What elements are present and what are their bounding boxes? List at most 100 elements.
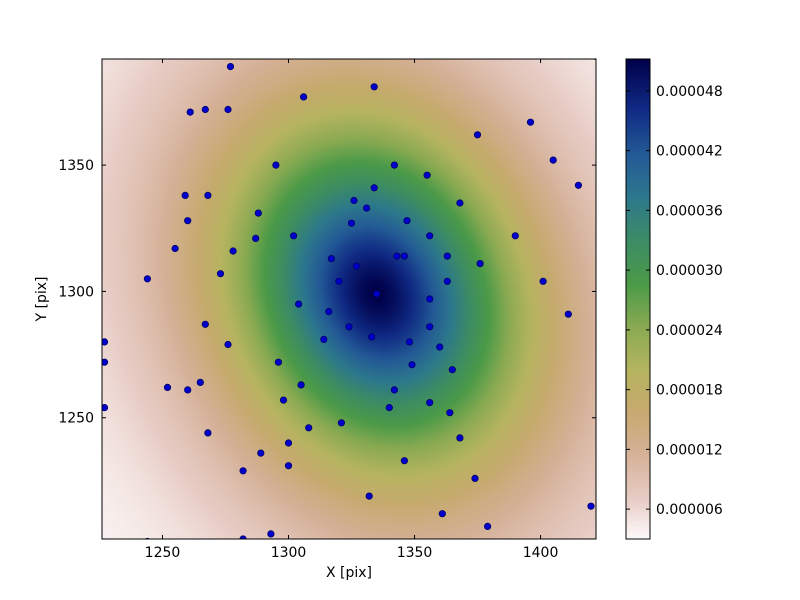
y-tick-label: 1300 <box>58 284 94 300</box>
colorbar-tick-label: 0.000048 <box>656 84 723 100</box>
data-point <box>204 429 212 437</box>
y-tick-label: 1350 <box>58 158 94 174</box>
data-point <box>239 467 247 475</box>
data-point <box>352 262 361 270</box>
data-point <box>426 323 434 331</box>
data-point <box>204 191 212 199</box>
data-point <box>254 209 262 217</box>
colorbar-gradient <box>626 59 650 539</box>
colorbar-tick-label: 0.000030 <box>656 263 723 279</box>
data-point <box>456 199 464 207</box>
data-point <box>224 340 232 349</box>
data-point <box>257 449 265 457</box>
data-point <box>393 252 401 260</box>
data-point <box>102 358 109 366</box>
colorbar-tick-label: 0.000042 <box>656 144 723 160</box>
data-point <box>184 386 192 394</box>
data-point <box>163 383 172 391</box>
data-point <box>284 439 293 447</box>
data-point <box>196 378 204 386</box>
data-point <box>373 290 381 298</box>
data-point <box>473 131 482 139</box>
data-point <box>279 396 288 404</box>
colorbar-tick-label: 0.000012 <box>656 442 723 458</box>
colorbar-tick-label: 0.000024 <box>656 323 723 339</box>
data-point <box>471 474 479 482</box>
data-points <box>102 59 596 539</box>
x-tick-label: 1250 <box>145 545 181 561</box>
data-point <box>201 320 209 328</box>
colorbar-frame <box>625 58 651 540</box>
data-point <box>448 366 456 374</box>
data-point <box>335 277 343 285</box>
data-point <box>539 277 547 285</box>
data-point <box>526 118 535 126</box>
colorbar-tick-label: 0.000018 <box>656 383 723 399</box>
heatmap-field <box>102 59 596 539</box>
data-point <box>272 161 280 169</box>
data-point <box>385 403 393 412</box>
colorbar-tick-label: 0.000006 <box>656 502 723 518</box>
data-point <box>405 338 414 346</box>
data-point <box>443 252 451 260</box>
data-point <box>476 259 484 268</box>
y-axis-ticks: 1250 1300 1350 <box>58 158 596 427</box>
data-point <box>337 419 345 427</box>
data-point <box>305 424 313 432</box>
data-point <box>436 343 444 351</box>
data-point <box>299 93 308 101</box>
data-point <box>216 270 225 278</box>
data-point <box>226 62 235 71</box>
data-point <box>426 398 434 407</box>
data-point <box>443 277 451 285</box>
data-point <box>370 184 378 192</box>
data-point <box>284 462 293 470</box>
data-point <box>587 502 595 510</box>
data-point <box>186 108 194 116</box>
data-point <box>368 333 376 341</box>
x-axis-label: X [pix] <box>326 565 372 581</box>
data-point <box>549 156 557 164</box>
data-point <box>274 358 282 366</box>
colorbar-tick-label: 0.000036 <box>656 203 723 219</box>
data-point <box>181 191 189 199</box>
data-point <box>229 247 237 255</box>
data-point <box>438 510 446 518</box>
data-point <box>171 244 179 253</box>
data-point <box>294 300 303 308</box>
data-point <box>252 234 260 242</box>
data-point <box>350 196 358 205</box>
data-point <box>400 457 408 465</box>
data-point <box>423 171 431 179</box>
data-point <box>400 252 408 260</box>
x-tick-label: 1300 <box>271 545 307 561</box>
data-point <box>102 404 109 412</box>
data-point <box>511 232 519 240</box>
colorbar-ticks: 0.000006 0.000012 0.000018 0.000024 0.000030… <box>626 84 723 518</box>
x-tick-label: 1400 <box>523 545 559 561</box>
data-point <box>403 217 411 225</box>
data-point <box>362 204 371 212</box>
data-point <box>320 335 328 343</box>
y-axis-label: Y [pix] <box>34 277 50 323</box>
data-point <box>327 255 335 263</box>
data-point <box>456 434 464 442</box>
data-point <box>102 338 109 346</box>
data-point <box>426 295 434 303</box>
x-tick-label: 1350 <box>397 545 433 561</box>
data-point <box>426 232 434 240</box>
data-point <box>224 105 232 114</box>
data-point <box>325 307 333 316</box>
data-point <box>483 522 492 531</box>
data-point <box>297 381 305 389</box>
data-point <box>408 361 416 369</box>
data-point <box>184 217 192 225</box>
data-point <box>347 219 356 227</box>
y-tick-label: 1250 <box>58 411 94 427</box>
data-point <box>143 275 151 283</box>
plot-frame <box>101 58 597 540</box>
colorbar: 0.000006 0.000012 0.000018 0.000024 0.000030… <box>625 58 723 540</box>
x-axis-ticks: 1250 1300 1350 1400 <box>145 59 559 561</box>
plot-area: 1250 1300 1350 1400 1250 1300 1350 <box>58 58 597 561</box>
